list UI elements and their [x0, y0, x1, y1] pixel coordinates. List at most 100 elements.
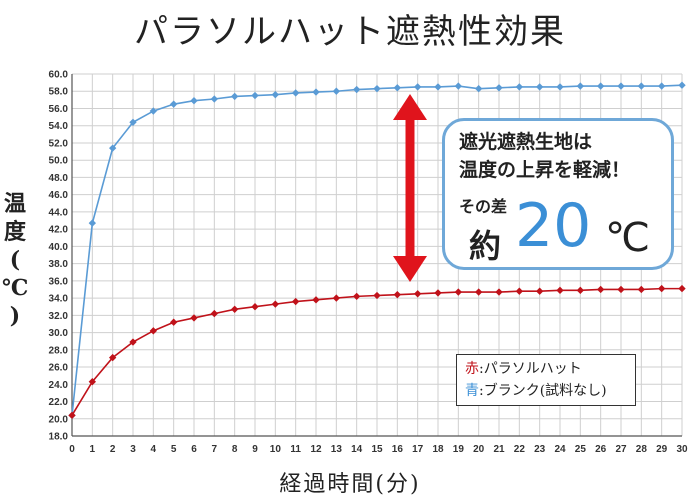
legend-label-red: :パラソルハット	[479, 361, 582, 377]
data-point	[454, 82, 463, 90]
data-point	[434, 83, 442, 91]
data-point	[251, 91, 259, 100]
data-point	[393, 84, 402, 92]
arrow-head-up	[393, 94, 427, 120]
data-point	[291, 297, 300, 306]
data-point	[68, 411, 76, 419]
y-tick-label: 48.0	[49, 173, 69, 184]
data-point	[596, 82, 605, 90]
legend-key-blue: 青	[465, 383, 479, 399]
data-point	[149, 327, 158, 335]
data-point	[596, 285, 605, 294]
y-tick-label: 32.0	[49, 311, 69, 322]
x-tick-label: 16	[392, 444, 404, 455]
x-tick-label: 30	[676, 444, 688, 455]
y-axis-label-char: )	[9, 303, 21, 329]
x-tick-label: 22	[514, 444, 526, 455]
x-tick-label: 25	[575, 444, 587, 455]
x-tick-label: 6	[191, 444, 197, 455]
y-tick-label: 34.0	[49, 294, 69, 305]
x-tick-label: 9	[252, 444, 258, 455]
legend-entry-red: 赤:パラソルハット	[465, 358, 627, 380]
y-tick-label: 28.0	[49, 345, 69, 356]
x-tick-label: 12	[310, 444, 322, 455]
data-point	[169, 318, 178, 326]
data-point	[637, 285, 646, 294]
difference-arrow	[393, 94, 427, 282]
y-axis-label-char: ℃	[2, 275, 29, 301]
y-tick-label: 24.0	[49, 380, 69, 391]
y-tick-label: 44.0	[49, 207, 69, 218]
callout-value: 20	[515, 191, 592, 261]
data-point	[393, 290, 402, 299]
data-point	[495, 84, 503, 92]
data-point	[657, 284, 666, 293]
y-axis-label-char: 温	[3, 191, 26, 217]
series-group	[68, 81, 686, 419]
callout-diff-label: その差	[459, 197, 508, 216]
y-axis-label-char: 度	[3, 219, 26, 245]
x-tick-label: 5	[171, 444, 177, 455]
y-tick-label: 36.0	[49, 276, 69, 287]
legend-entry-blue: 青:ブランク(試料なし)	[465, 380, 627, 402]
axes	[71, 74, 682, 437]
y-tick-label: 56.0	[49, 104, 69, 115]
data-point	[678, 81, 686, 89]
data-point	[617, 285, 625, 294]
x-tick-label: 7	[212, 444, 218, 455]
data-point	[169, 100, 178, 108]
callout-line2: 温度の上昇を軽減！	[459, 159, 631, 181]
x-tick-label: 24	[554, 444, 566, 455]
data-point	[535, 83, 544, 91]
x-tick-label: 21	[493, 444, 505, 455]
x-tick-label: 14	[351, 444, 363, 455]
y-tick-label: 50.0	[49, 156, 69, 167]
x-tick-label: 27	[615, 444, 627, 455]
x-tick-label: 3	[130, 444, 136, 455]
legend-key-red: 赤	[465, 361, 479, 377]
x-tick-label: 26	[595, 444, 607, 455]
x-tick-label: 15	[371, 444, 383, 455]
data-point	[515, 287, 524, 295]
data-point	[535, 287, 544, 295]
data-point	[190, 97, 198, 105]
data-point	[210, 95, 219, 103]
data-point	[454, 288, 463, 296]
x-tick-label: 20	[473, 444, 485, 455]
callout-unit: ℃	[605, 215, 650, 261]
x-tick-label: 13	[331, 444, 343, 455]
data-point	[678, 284, 686, 293]
data-point	[413, 290, 422, 298]
data-point	[210, 309, 219, 318]
data-point	[332, 87, 341, 95]
y-tick-label: 60.0	[49, 70, 69, 81]
data-point	[556, 286, 564, 295]
y-tick-label: 46.0	[49, 190, 69, 201]
x-tick-label: 18	[432, 444, 444, 455]
y-tick-label: 38.0	[49, 259, 69, 270]
arrow-head-down	[393, 256, 427, 282]
x-tick-label: 10	[270, 444, 282, 455]
callout-box: 遮光遮熱生地は 温度の上昇を軽減！ その差 約 20 ℃	[442, 118, 674, 270]
x-tick-label: 23	[534, 444, 546, 455]
data-point	[373, 291, 381, 300]
legend-label-blue: :ブランク(試料なし)	[479, 383, 607, 399]
x-axis-label: 経過時間(分)	[279, 472, 421, 497]
y-tick-label: 30.0	[49, 328, 69, 339]
legend: 赤:パラソルハット 青:ブランク(試料なし)	[456, 354, 636, 406]
y-tick-label: 20.0	[49, 414, 69, 425]
x-tick-label: 8	[232, 444, 238, 455]
y-tick-label: 42.0	[49, 225, 69, 236]
data-point	[434, 289, 442, 297]
y-tick-label: 18.0	[49, 432, 69, 443]
data-point	[352, 292, 361, 301]
data-point	[474, 288, 483, 296]
tick-labels: 18.0 20.0 22.0 24.0 26.0 28.0 30.0 32.0 34.0 36.0…	[49, 70, 688, 456]
data-point	[251, 303, 259, 311]
x-tick-label: 17	[412, 444, 424, 455]
data-point	[312, 88, 320, 96]
y-axis-label: 温 度 ( ℃ )	[2, 190, 28, 330]
y-tick-label: 58.0	[49, 87, 69, 98]
x-tick-label: 4	[151, 444, 157, 455]
y-tick-label: 22.0	[49, 397, 69, 408]
